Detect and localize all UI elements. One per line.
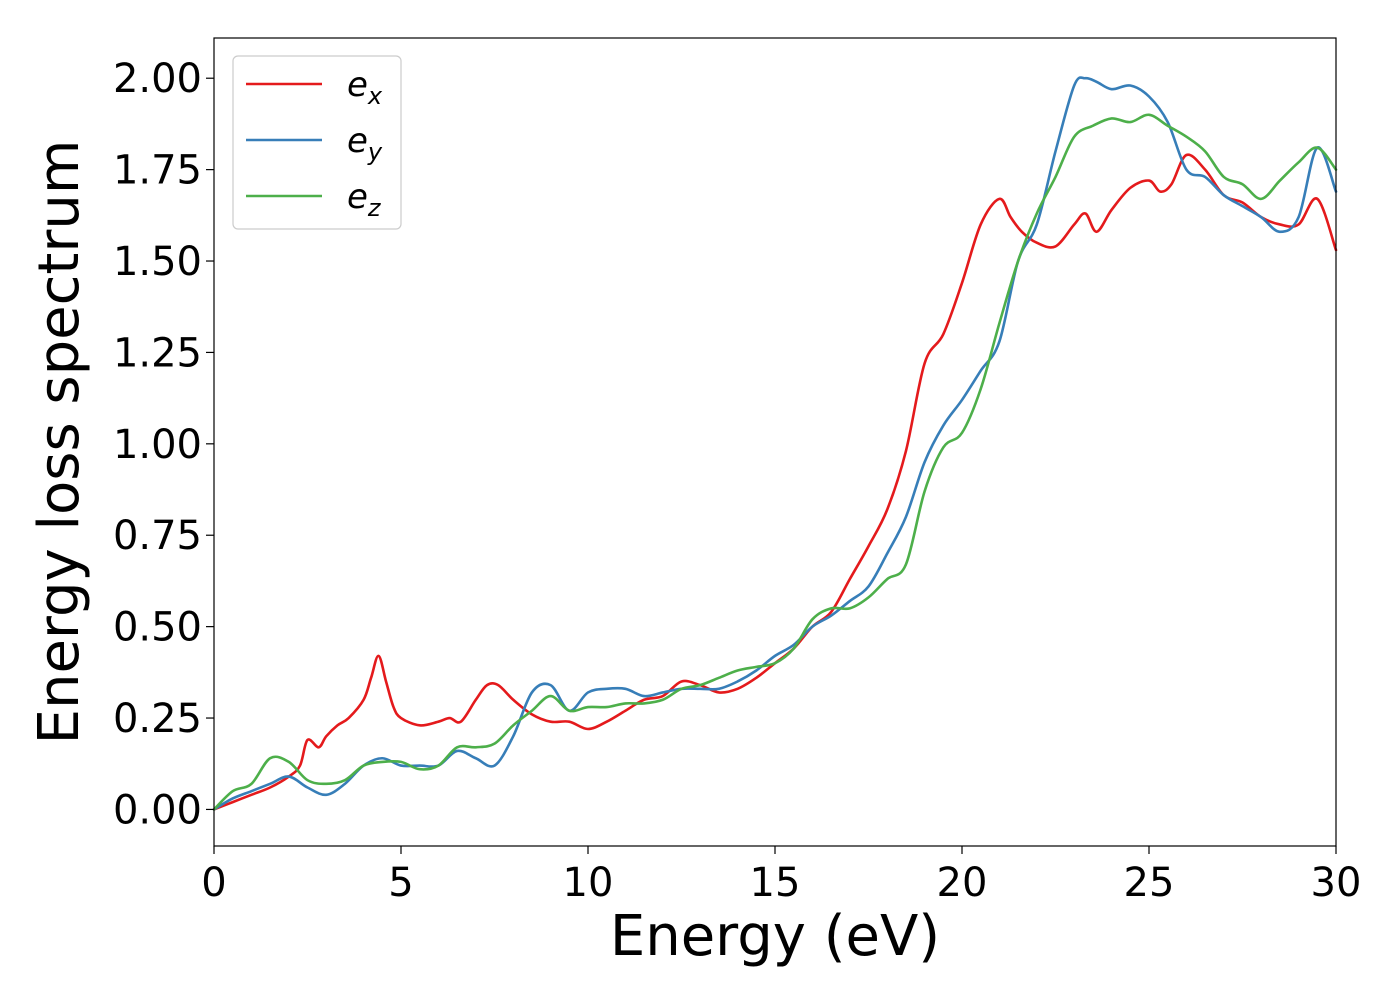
y-tick-label: 1.75 xyxy=(113,148,202,194)
y-tick-label: 1.25 xyxy=(113,330,202,376)
y-tick-label: 0.00 xyxy=(113,787,202,833)
y-tick-label: 2.00 xyxy=(113,56,202,102)
x-tick-label: 25 xyxy=(1124,860,1175,906)
x-tick-label: 30 xyxy=(1311,860,1362,906)
legend-label-z: ez xyxy=(347,177,382,222)
y-tick-label: 1.50 xyxy=(113,239,202,285)
x-tick-label: 15 xyxy=(750,860,801,906)
series-line-x xyxy=(212,153,1338,811)
legend: ex ey ez xyxy=(232,55,402,230)
x-tick-label: 10 xyxy=(563,860,614,906)
y-tick-label: 0.25 xyxy=(113,696,202,742)
x-tick-label: 20 xyxy=(937,860,988,906)
legend-label-y: ey xyxy=(347,121,383,166)
legend-label-x: ex xyxy=(347,65,383,110)
y-tick-label: 0.50 xyxy=(113,605,202,651)
series-line-y xyxy=(212,76,1338,811)
y-axis-label: Energy loss spectrum xyxy=(27,140,92,745)
series-layer xyxy=(212,76,1338,811)
x-axis-label: Energy (eV) xyxy=(610,904,940,969)
legend-box xyxy=(232,55,402,230)
x-tick-label: 0 xyxy=(201,860,226,906)
y-axis-ticks: 0.00 0.25 0.50 0.75 1.00 1.25 1.50 1.75 2.00 xyxy=(113,56,214,833)
series-line-z xyxy=(212,113,1338,811)
y-tick-label: 1.00 xyxy=(113,422,202,468)
x-tick-label: 5 xyxy=(388,860,413,906)
y-tick-label: 0.75 xyxy=(113,513,202,559)
x-axis-ticks: 0 5 10 15 20 25 30 xyxy=(201,846,1361,906)
